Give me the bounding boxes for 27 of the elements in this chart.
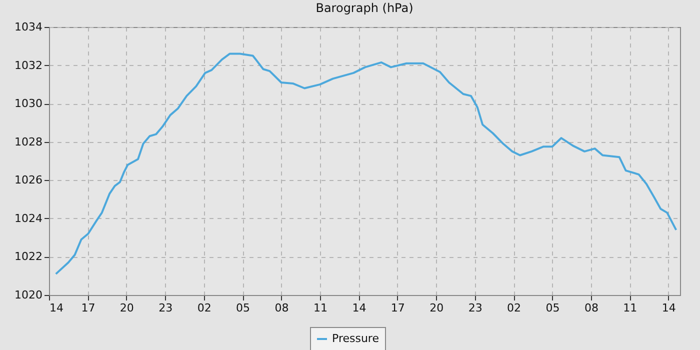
y-tick-label: 1032 [14,58,42,72]
x-tick-label: 05 [236,302,250,314]
y-tick-label: 1024 [14,212,42,225]
y-tick-label: 1020 [14,288,42,302]
x-tick-label: 23 [468,302,482,314]
y-tick-label: 1026 [14,174,42,187]
x-tick-label: 08 [274,302,289,314]
x-tick-label: 17 [390,302,405,314]
x-tick-label: 14 [352,302,366,314]
x-tick-label: 14 [50,302,64,314]
x-tick-label: 11 [313,302,328,314]
x-tick-label: 20 [430,302,444,314]
x-tick-label: 05 [546,302,560,314]
x-tick-label: 02 [197,302,212,314]
x-tick-label: 20 [120,302,134,314]
chart-title: Barograph (hPa) [316,1,414,15]
x-tick-label: 11 [623,302,638,314]
y-tick-label: 1030 [14,97,42,110]
legend-label: Pressure [332,332,380,345]
x-tick-label: 02 [507,302,522,314]
x-tick-label: 14 [662,302,676,314]
x-tick-label: 17 [81,302,96,314]
y-tick-label: 1028 [14,135,42,148]
x-tick-label: 08 [584,302,598,314]
x-tick-label: 23 [158,302,173,314]
y-tick-label: 1022 [14,250,42,264]
y-tick-label: 1034 [14,20,42,34]
